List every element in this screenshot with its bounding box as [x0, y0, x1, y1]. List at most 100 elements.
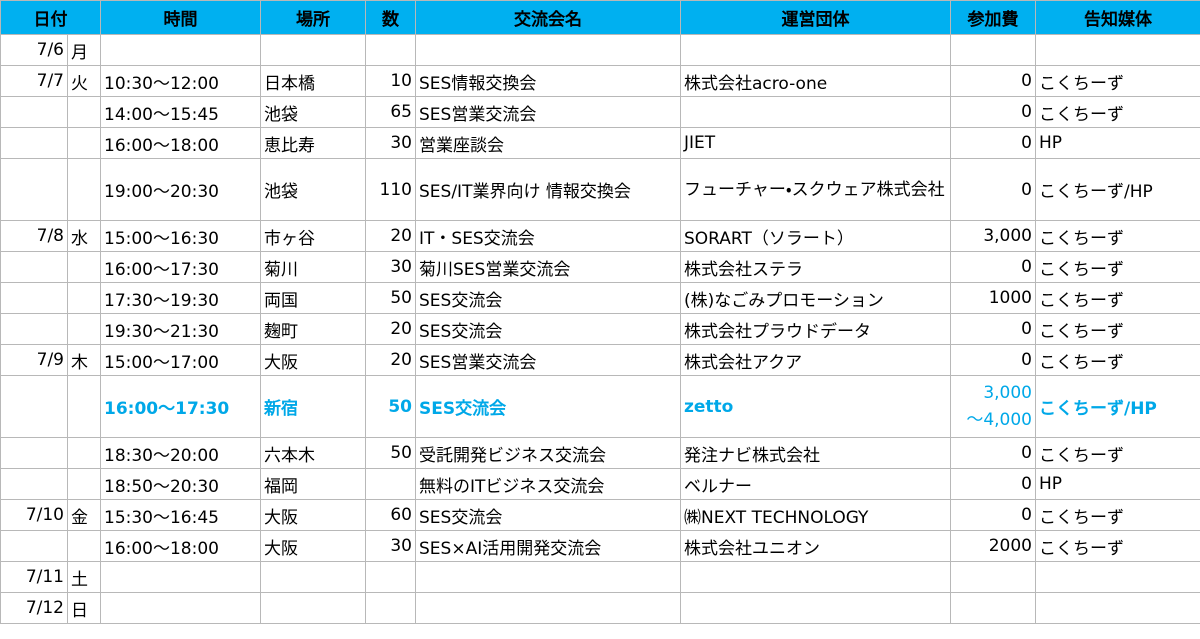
fee-cell: [950, 34, 1036, 66]
place-cell: 大阪: [260, 344, 366, 376]
event-name-cell: SES営業交流会: [415, 96, 681, 128]
table-row: 16:00〜17:30 菊川 30 菊川SES営業交流会 株式会社ステラ 0 こくちーず: [0, 251, 1200, 283]
organizer-cell: 発注ナビ株式会社: [680, 437, 951, 469]
media-cell: こくちーず: [1035, 251, 1200, 283]
time-cell: 17:30〜19:30: [100, 282, 261, 314]
place-cell: 大阪: [260, 499, 366, 531]
count-cell: [365, 561, 416, 593]
event-name-cell: [415, 34, 681, 66]
weekday-cell: [67, 127, 101, 159]
count-cell: [365, 592, 416, 624]
table-row: 7/10 金 15:30〜16:45 大阪 60 SES交流会 ㈱NEXT TECHNOLO…: [0, 499, 1200, 531]
place-cell: 菊川: [260, 251, 366, 283]
time-cell: 18:30〜20:00: [100, 437, 261, 469]
event-name-cell: IT・SES交流会: [415, 220, 681, 252]
table-row: 17:30〜19:30 両国 50 SES交流会 (株)なごみプロモーション 1000 こく…: [0, 282, 1200, 314]
place-cell: [260, 592, 366, 624]
date-cell: [0, 127, 68, 159]
place-cell: 福岡: [260, 468, 366, 500]
event-name-cell: 菊川SES営業交流会: [415, 251, 681, 283]
table-row: 7/11 土: [0, 561, 1200, 593]
media-cell: こくちーず: [1035, 65, 1200, 97]
place-cell: 大阪: [260, 530, 366, 562]
table-row: 7/8 水 15:00〜16:30 市ヶ谷 20 IT・SES交流会 SORART（ソラート…: [0, 220, 1200, 252]
media-cell: HP: [1035, 127, 1200, 159]
media-cell: [1035, 34, 1200, 66]
organizer-cell: ㈱NEXT TECHNOLOGY: [680, 499, 951, 531]
weekday-cell: [67, 158, 101, 221]
weekday-cell: 木: [67, 344, 101, 376]
date-cell: 7/9: [0, 344, 68, 376]
place-cell: 恵比寿: [260, 127, 366, 159]
organizer-cell: 株式会社プラウドデータ: [680, 313, 951, 345]
weekday-cell: [67, 468, 101, 500]
event-name-cell: SES/IT業界向け 情報交換会: [415, 158, 681, 221]
organizer-cell: [680, 561, 951, 593]
place-cell: [260, 34, 366, 66]
date-cell: 7/7: [0, 65, 68, 97]
count-cell: 20: [365, 313, 416, 345]
fee-cell: 0: [950, 468, 1036, 500]
date-cell: [0, 251, 68, 283]
count-cell: 110: [365, 158, 416, 221]
place-cell: 池袋: [260, 158, 366, 221]
table-row: 7/7 火 10:30〜12:00 日本橋 10 SES情報交換会 株式会社acro-one…: [0, 65, 1200, 97]
column-header: 告知媒体: [1035, 0, 1200, 35]
fee-cell: 3,000: [950, 220, 1036, 252]
fee-cell: 0: [950, 344, 1036, 376]
count-cell: 50: [365, 282, 416, 314]
time-cell: 19:00〜20:30: [100, 158, 261, 221]
date-cell: [0, 375, 68, 438]
time-cell: 14:00〜15:45: [100, 96, 261, 128]
weekday-cell: 月: [67, 34, 101, 66]
time-cell: 15:30〜16:45: [100, 499, 261, 531]
event-name-cell: SES交流会: [415, 282, 681, 314]
place-cell: 日本橋: [260, 65, 366, 97]
fee-cell: 0: [950, 96, 1036, 128]
fee-cell: 0: [950, 313, 1036, 345]
column-header: 数: [365, 0, 416, 35]
time-cell: 19:30〜21:30: [100, 313, 261, 345]
time-cell: 16:00〜18:00: [100, 530, 261, 562]
table-body: 7/6 月 7/7 火 10:30〜12:00 日本橋 10 SES情報交換会 株式会社acro…: [0, 34, 1200, 624]
weekday-cell: [67, 313, 101, 345]
weekday-cell: 日: [67, 592, 101, 624]
weekday-cell: [67, 375, 101, 438]
table-row: 18:30〜20:00 六本木 50 受託開発ビジネス交流会 発注ナビ株式会社 0 こくちー…: [0, 437, 1200, 469]
count-cell: 30: [365, 251, 416, 283]
fee-cell: 2000: [950, 530, 1036, 562]
weekday-cell: 火: [67, 65, 101, 97]
table-row: 19:00〜20:30 池袋 110 SES/IT業界向け 情報交換会 フューチャー・ス…: [0, 158, 1200, 221]
table-row: 7/9 木 15:00〜17:00 大阪 20 SES営業交流会 株式会社アクア 0 こくちーず: [0, 344, 1200, 376]
media-cell: こくちーず: [1035, 344, 1200, 376]
date-cell: 7/12: [0, 592, 68, 624]
place-cell: 麹町: [260, 313, 366, 345]
weekday-cell: 金: [67, 499, 101, 531]
column-header: 運営団体: [680, 0, 951, 35]
organizer-cell: JIET: [680, 127, 951, 159]
organizer-cell: SORART（ソラート）: [680, 220, 951, 252]
weekday-cell: 水: [67, 220, 101, 252]
event-name-cell: SES情報交換会: [415, 65, 681, 97]
organizer-cell: ベルナー: [680, 468, 951, 500]
table-row: 19:30〜21:30 麹町 20 SES交流会 株式会社プラウドデータ 0 こくちーず: [0, 313, 1200, 345]
organizer-cell: 株式会社acro-one: [680, 65, 951, 97]
date-cell: [0, 313, 68, 345]
weekday-cell: [67, 437, 101, 469]
date-cell: 7/10: [0, 499, 68, 531]
weekday-cell: [67, 282, 101, 314]
media-cell: こくちーず: [1035, 437, 1200, 469]
media-cell: こくちーず: [1035, 499, 1200, 531]
media-cell: こくちーず: [1035, 313, 1200, 345]
media-cell: [1035, 592, 1200, 624]
date-cell: [0, 158, 68, 221]
fee-cell: 3,000 〜4,000: [950, 375, 1036, 438]
fee-cell: [950, 592, 1036, 624]
time-cell: [100, 592, 261, 624]
time-cell: [100, 561, 261, 593]
column-header: 参加費: [950, 0, 1036, 35]
table-row: 16:00〜18:00 恵比寿 30 営業座談会 JIET 0 HP: [0, 127, 1200, 159]
media-cell: こくちーず/HP: [1035, 375, 1200, 438]
schedule-table: 日付 時間 場所数交流会名 運営団体 参加費 告知媒体 7/6 月 7/7 火 10:30〜12:…: [0, 0, 1200, 624]
